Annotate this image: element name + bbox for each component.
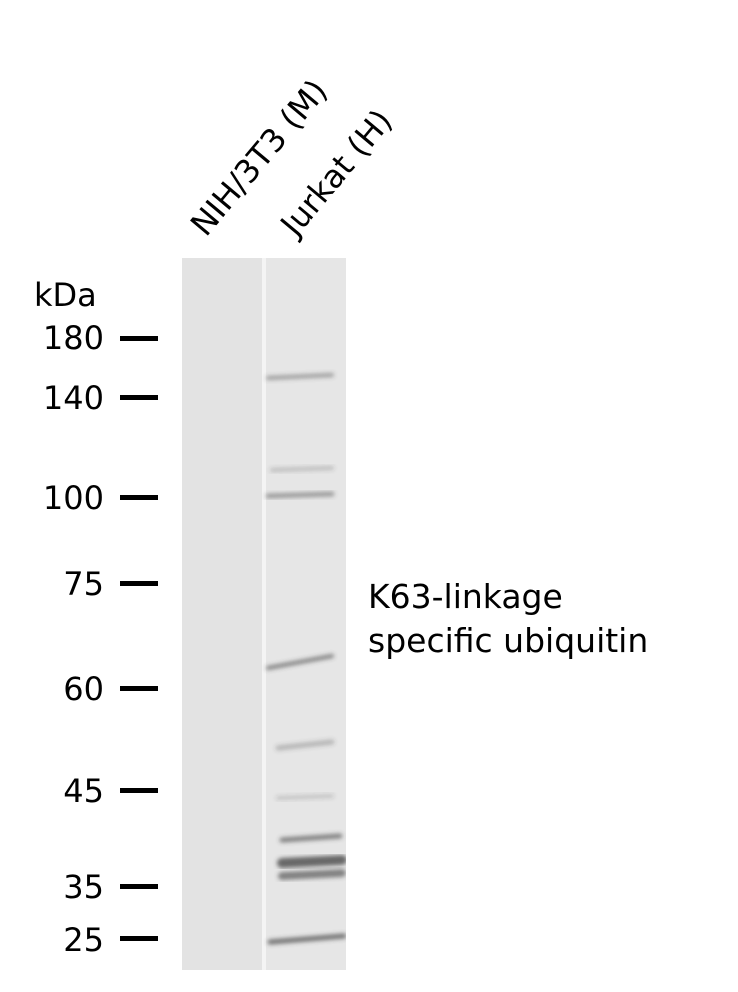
marker-label-140: 140 [42, 379, 104, 417]
target-protein-label: K63-linkage specific ubiquitin [368, 575, 648, 663]
target-line-2: specific ubiquitin [368, 621, 649, 660]
western-blot-image [182, 258, 346, 970]
marker-tick-25 [120, 936, 158, 941]
marker-label-75: 75 [63, 565, 104, 603]
marker-tick-35 [120, 884, 158, 889]
marker-label-180: 180 [42, 319, 104, 357]
marker-label-45: 45 [63, 772, 104, 810]
marker-unit-label: kDa [34, 276, 97, 314]
marker-label-25: 25 [63, 921, 104, 959]
protein-band [266, 373, 334, 380]
marker-tick-60 [120, 686, 158, 691]
marker-label-35: 35 [63, 868, 104, 906]
protein-band [277, 855, 346, 868]
marker-tick-100 [120, 495, 158, 500]
protein-band [265, 491, 335, 499]
target-line-1: K63-linkage [368, 577, 563, 616]
marker-tick-180 [120, 336, 158, 341]
protein-band [270, 466, 334, 472]
lane-1 [182, 258, 262, 970]
lane-divider [262, 258, 266, 970]
marker-label-100: 100 [42, 479, 104, 517]
marker-tick-75 [120, 581, 158, 586]
protein-band [279, 833, 343, 843]
protein-band [266, 654, 334, 670]
protein-band [278, 869, 346, 880]
marker-label-60: 60 [63, 670, 104, 708]
marker-tick-140 [120, 395, 158, 400]
protein-band [276, 794, 334, 800]
protein-band [275, 739, 335, 751]
protein-band [267, 933, 346, 945]
marker-tick-45 [120, 788, 158, 793]
